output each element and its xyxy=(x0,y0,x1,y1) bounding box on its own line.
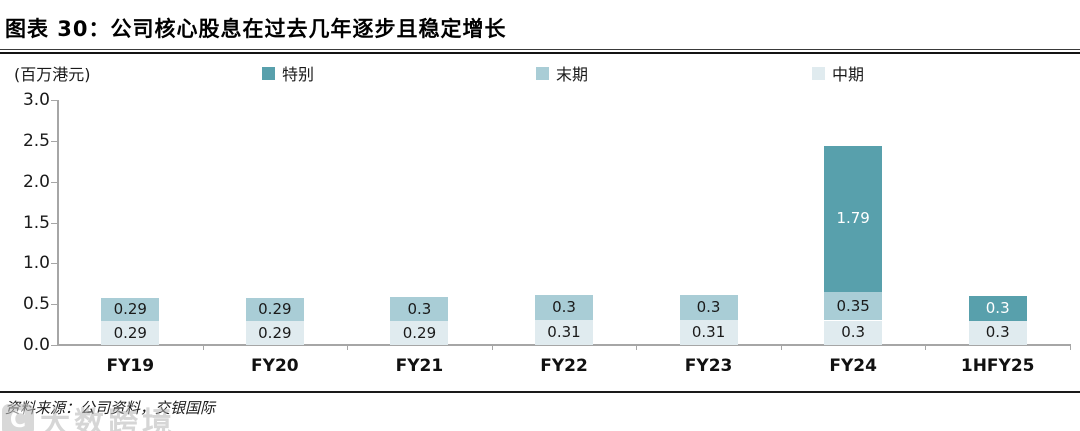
bar-segment-末期: 0.3 xyxy=(390,296,449,322)
bar-segment-中期: 0.29 xyxy=(245,321,304,345)
x-axis-label: FY19 xyxy=(106,356,155,376)
bar-segment-label: 0.31 xyxy=(547,322,581,341)
bar-segment-中期: 0.31 xyxy=(679,319,738,345)
legend-swatch-interim-icon xyxy=(812,66,825,80)
bar-segment-label: 0.29 xyxy=(402,323,437,342)
x-axis-tick-mark xyxy=(1070,345,1071,350)
x-axis-label: FY22 xyxy=(540,356,588,376)
x-axis-label: FY24 xyxy=(829,356,877,376)
bar-segment-label: 0.3 xyxy=(552,297,576,316)
x-axis-tick-mark xyxy=(491,345,493,350)
footer-divider xyxy=(0,391,1080,393)
bar-segment-label: 0.29 xyxy=(113,299,147,318)
bar-segment-label: 0.3 xyxy=(985,298,1010,317)
bar-segment-label: 0.35 xyxy=(836,296,870,315)
y-axis-tick-label: 0.5 xyxy=(22,294,50,315)
x-axis-label: 1HFY25 xyxy=(960,356,1035,376)
legend-swatch-special-icon xyxy=(262,66,275,80)
source-note: 资料来源：公司资料，交银国际 xyxy=(5,399,216,417)
bar-segment-label: 0.3 xyxy=(985,323,1010,342)
legend-label-final: 末期 xyxy=(556,65,589,84)
bar-segment-中期: 0.3 xyxy=(968,320,1027,345)
watermark-label: 大数跨境 xyxy=(40,406,176,431)
bar-segment-label: 1.79 xyxy=(836,209,870,228)
bar-segment-label: 0.3 xyxy=(407,299,432,318)
legend-swatch-final-icon xyxy=(536,66,549,80)
x-axis-label: FY20 xyxy=(251,356,299,376)
y-axis-tick-mark xyxy=(51,140,57,142)
x-axis-tick-mark xyxy=(636,345,638,350)
bar-segment-特别: 1.79 xyxy=(824,145,883,292)
x-axis-line xyxy=(57,344,1071,346)
bar-segment-末期: 0.35 xyxy=(824,291,883,321)
bar-segment-末期: 0.29 xyxy=(101,297,160,322)
y-axis-tick-mark xyxy=(51,345,57,346)
y-axis-tick-mark xyxy=(51,100,57,101)
bar-segment-中期: 0.29 xyxy=(101,321,160,345)
x-axis-tick-mark xyxy=(780,345,782,350)
legend-item-final: 末期 xyxy=(536,61,588,85)
bar-segment-末期: 0.29 xyxy=(245,297,304,322)
bar-segment-label: 0.3 xyxy=(696,297,721,316)
bar-segment-中期: 0.31 xyxy=(535,319,593,345)
bar-segment-特别: 0.3 xyxy=(968,296,1027,321)
y-axis-tick-mark xyxy=(51,222,57,224)
bar-segment-label: 0.29 xyxy=(258,323,292,342)
y-axis-tick-label: 1.5 xyxy=(22,212,50,233)
y-axis-tick-mark xyxy=(51,263,57,265)
legend-label-interim: 中期 xyxy=(832,65,865,84)
y-axis-unit-label: (百万港元) xyxy=(14,65,91,84)
x-axis-label: FY23 xyxy=(684,356,733,376)
bar-segment-label: 0.29 xyxy=(258,299,292,318)
x-axis-tick-mark xyxy=(202,345,204,350)
y-axis-tick-mark xyxy=(51,181,57,183)
y-axis-tick-mark xyxy=(51,304,57,306)
bar-segment-label: 0.31 xyxy=(691,322,726,341)
legend-label-special: 特别 xyxy=(282,65,315,84)
y-axis-tick-label: 2.5 xyxy=(22,130,50,151)
legend-item-interim: 中期 xyxy=(812,61,864,85)
bar-segment-末期: 0.3 xyxy=(535,295,593,320)
x-axis-label: FY21 xyxy=(395,356,444,376)
y-axis-tick-label: 3.0 xyxy=(22,90,50,110)
y-axis-tick-label: 0.0 xyxy=(22,335,50,355)
legend-item-special: 特别 xyxy=(262,61,314,85)
chart-title: 图表 30：公司核心股息在过去几年逐步且稳定增长 xyxy=(5,17,507,41)
watermark: C 大数跨境 xyxy=(2,398,176,431)
bar-segment-中期: 0.29 xyxy=(390,321,449,345)
x-axis-tick-mark xyxy=(347,345,349,350)
title-divider xyxy=(0,49,1080,54)
bar-segment-label: 0.3 xyxy=(841,323,866,342)
y-axis-tick-label: 2.0 xyxy=(22,171,50,192)
y-axis-tick-label: 1.0 xyxy=(22,253,50,274)
bar-segment-末期: 0.3 xyxy=(679,295,738,320)
watermark-logo-icon: C xyxy=(2,404,34,431)
bar-segment-中期: 0.3 xyxy=(824,320,883,345)
y-axis-line xyxy=(57,100,59,346)
x-axis-tick-mark xyxy=(925,345,927,350)
bar-segment-label: 0.29 xyxy=(113,323,147,342)
